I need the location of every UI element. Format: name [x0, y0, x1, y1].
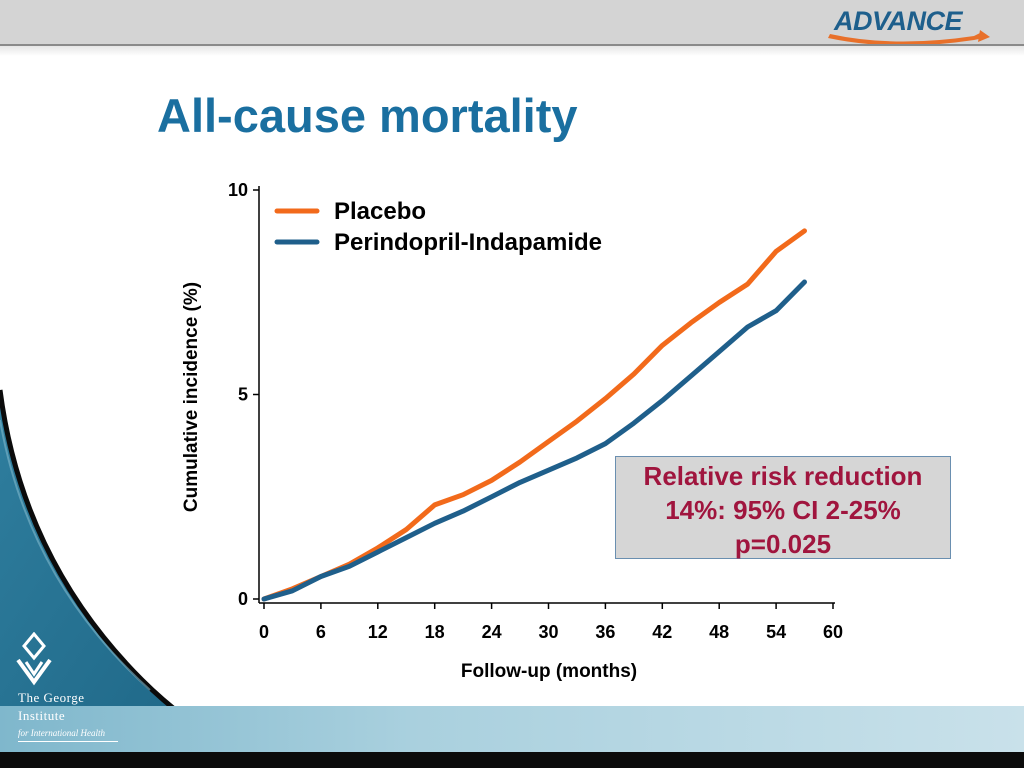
legend-label: Perindopril-Indapamide [334, 229, 602, 256]
x-tick-label: 24 [482, 622, 502, 642]
x-tick-label: 36 [595, 622, 615, 642]
x-tick-label: 18 [425, 622, 445, 642]
chart-legend: Placebo Perindopril-Indapamide [274, 198, 602, 256]
advance-logo: ADVANCE [824, 4, 992, 44]
header-shadow [0, 46, 1024, 56]
footer-line [0, 752, 1024, 768]
logo-swoosh-icon [828, 30, 990, 44]
y-tick-label: 0 [238, 589, 248, 609]
x-tick-label: 0 [259, 622, 269, 642]
annotation-line-2: 14%: 95% CI 2-25% [665, 495, 901, 525]
annotation-line-1: Relative risk reduction [643, 461, 923, 491]
header-bar [0, 0, 1024, 46]
institute-line-2: Institute [18, 708, 66, 723]
footer-band [0, 706, 1024, 752]
y-tick-label: 5 [238, 385, 248, 405]
institute-line-1: The George [18, 690, 85, 705]
y-axis-title: Cumulative incidence (%) [181, 282, 202, 512]
x-tick-label: 42 [652, 622, 672, 642]
annotation-line-3: p=0.025 [734, 529, 832, 559]
logo-text: ADVANCE [834, 6, 963, 36]
risk-reduction-annotation: Relative risk reduction 14%: 95% CI 2-25… [615, 456, 951, 559]
x-tick-label: 48 [709, 622, 729, 642]
x-tick-label: 6 [316, 622, 326, 642]
series-line-perindopril-indapamide [261, 279, 807, 602]
chart-series [261, 228, 807, 602]
institute-divider [18, 741, 118, 742]
institute-line-3: for International Health [18, 728, 105, 738]
x-tick-label: 60 [823, 622, 843, 642]
page-title: All-cause mortality [157, 89, 578, 142]
legend-label: Placebo [334, 198, 426, 225]
x-axis-title: Follow-up (months) [461, 661, 637, 682]
x-tick-label: 54 [766, 622, 786, 642]
george-institute-logo-icon [16, 632, 52, 686]
y-tick-label: 10 [228, 180, 248, 200]
x-tick-label: 12 [368, 622, 388, 642]
x-tick-label: 30 [538, 622, 558, 642]
institute-name: The George Institute for International H… [18, 690, 118, 742]
chart-axes: 0 5 10 0 6 12 18 24 30 36 42 48 54 60 [228, 180, 843, 642]
